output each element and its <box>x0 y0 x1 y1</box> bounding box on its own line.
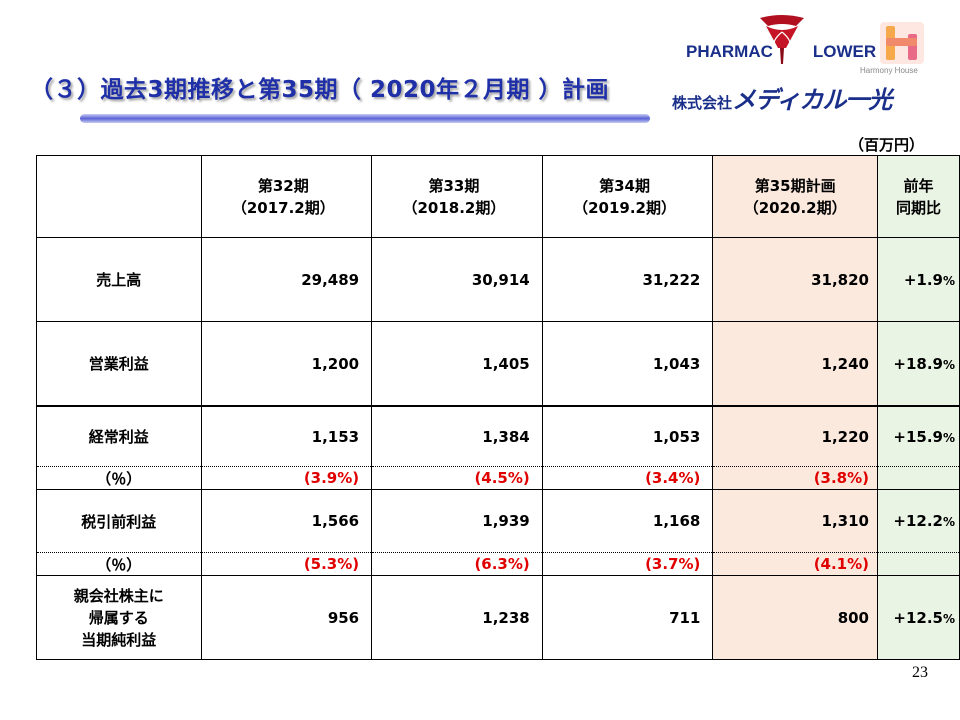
table-row-pretax-profit: 税引前利益 1,566 1,939 1,168 1,310 +12.2% <box>36 489 960 553</box>
header-line1: 第34期 <box>599 176 650 195</box>
value-cell: 1,939 <box>371 489 543 553</box>
yoy-value: +1.9 <box>903 270 943 289</box>
financial-table: 第32期 （2017.2期） 第33期 （2018.2期） 第34期 （2019.2期… <box>36 155 960 660</box>
margin-cell: (4.5%) <box>371 466 543 490</box>
table-header-row: 第32期 （2017.2期） 第33期 （2018.2期） 第34期 （2019.2期… <box>36 155 960 238</box>
yoy-unit: % <box>942 357 955 372</box>
table-row-pretax-margin: （％） (5.3%) (6.3%) (3.7%) (4.1%) <box>36 552 960 576</box>
header-line2: （2018.2期） <box>402 198 506 217</box>
row-label-multiline: 親会社株主に 帰属する 当期純利益 <box>36 575 202 660</box>
header-empty-cell <box>36 155 202 238</box>
yoy-cell: +1.9% <box>877 237 960 322</box>
row-label: 経常利益 <box>36 405 202 467</box>
yoy-value: +12.5 <box>893 608 943 627</box>
yoy-value: +18.9 <box>893 354 943 373</box>
margin-cell: (3.7%) <box>541 552 714 576</box>
value-cell: 31,222 <box>541 237 714 322</box>
header-period-33: 第33期 （2018.2期） <box>371 155 543 238</box>
value-cell: 1,566 <box>200 489 373 553</box>
unit-label: （百万円） <box>848 136 924 154</box>
yoy-empty-cell <box>877 466 960 490</box>
company-prefix: 株式会社 <box>672 94 733 112</box>
margin-cell: (3.9%) <box>200 466 373 490</box>
row-label-line: 親会社株主に <box>73 586 164 605</box>
header-period-35-plan: 第35期計画 （2020.2期） <box>712 155 878 238</box>
plan-margin-cell: (4.1%) <box>712 552 878 576</box>
page-number: 23 <box>912 664 928 681</box>
table-row-ordinary-margin: （％） (3.9%) (4.5%) (3.4%) (3.8%) <box>36 466 960 490</box>
header-yoy: 前年 同期比 <box>877 155 960 238</box>
title-underline <box>80 114 650 123</box>
margin-cell: (5.3%) <box>200 552 373 576</box>
header-line1: 前年 <box>903 176 934 195</box>
harmony-house-icon <box>880 22 924 64</box>
header-line1: 第33期 <box>428 176 480 195</box>
slide-title: （３）過去3期推移と第35期（ 2020年２月期 ）計画 <box>30 77 610 103</box>
value-cell: 1,384 <box>371 405 543 467</box>
flower-logo-icon <box>760 15 804 64</box>
pharmac-text: PHARMAC <box>686 42 773 61</box>
value-cell: 711 <box>541 575 714 660</box>
header-line1: 第32期 <box>257 176 309 195</box>
row-label: 税引前利益 <box>36 489 202 553</box>
yoy-empty-cell <box>877 552 960 576</box>
value-cell: 1,168 <box>541 489 714 553</box>
header-line2: （2017.2期） <box>231 198 335 217</box>
company-wordmark: 株式会社メディカル一光 <box>672 80 892 115</box>
value-cell: 1,153 <box>200 405 373 467</box>
value-cell: 1,238 <box>371 575 543 660</box>
value-cell: 1,053 <box>541 405 714 467</box>
margin-cell: (6.3%) <box>371 552 543 576</box>
value-cell: 1,043 <box>541 321 714 406</box>
header-line2: （2019.2期） <box>573 198 676 217</box>
yoy-value: +12.2 <box>893 512 943 530</box>
plan-value-cell: 800 <box>712 575 878 660</box>
row-label: （％） <box>36 466 202 490</box>
yoy-unit: % <box>942 611 955 626</box>
flower-text: LOWER <box>812 42 877 61</box>
table-row-ordinary-profit: 経常利益 1,153 1,384 1,053 1,220 +15.9% <box>36 405 960 467</box>
harmony-house-text: Harmony House <box>860 66 918 75</box>
header-period-32: 第32期 （2017.2期） <box>200 155 373 238</box>
table-row-sales: 売上高 29,489 30,914 31,222 31,820 +1.9% <box>36 237 960 322</box>
yoy-cell: +18.9% <box>877 321 960 406</box>
row-label-line: 帰属する <box>88 608 149 627</box>
pharmac-flower-wordmark: PHARMAC LOWER <box>686 42 876 62</box>
table-row-operating-profit: 営業利益 1,200 1,405 1,043 1,240 +18.9% <box>36 321 960 406</box>
plan-value-cell: 31,820 <box>712 237 878 322</box>
plan-value-cell: 1,220 <box>712 405 878 467</box>
value-cell: 956 <box>200 575 373 660</box>
row-label-line: 当期純利益 <box>81 630 157 649</box>
yoy-cell: +12.5% <box>877 575 960 660</box>
header-line2: （2020.2期） <box>743 198 847 217</box>
value-cell: 29,489 <box>200 237 373 322</box>
value-cell: 30,914 <box>371 237 543 322</box>
plan-margin-cell: (3.8%) <box>712 466 878 490</box>
yoy-cell: +12.2% <box>877 489 960 553</box>
header-line1: 第35期計画 <box>754 176 836 195</box>
company-brand: メディカル一光 <box>732 86 892 114</box>
yoy-cell: +15.9% <box>877 405 960 467</box>
header-period-34: 第34期 （2019.2期） <box>541 155 714 238</box>
table-row-net-income: 親会社株主に 帰属する 当期純利益 956 1,238 711 800 +12.… <box>36 575 960 660</box>
value-cell: 1,405 <box>371 321 543 406</box>
yoy-unit: % <box>942 430 955 445</box>
row-label: 営業利益 <box>36 321 202 406</box>
company-logos: PHARMAC LOWER Harmony House 株式会社メディカル一光 <box>672 6 952 114</box>
row-label: （％） <box>36 552 202 576</box>
plan-value-cell: 1,240 <box>712 321 878 406</box>
margin-cell: (3.4%) <box>541 466 714 490</box>
yoy-value: +15.9 <box>893 427 943 446</box>
yoy-unit: % <box>942 515 955 529</box>
plan-value-cell: 1,310 <box>712 489 878 553</box>
header-line2: 同期比 <box>895 198 941 217</box>
value-cell: 1,200 <box>200 321 373 406</box>
yoy-unit: % <box>942 273 955 288</box>
row-label: 売上高 <box>36 237 202 322</box>
